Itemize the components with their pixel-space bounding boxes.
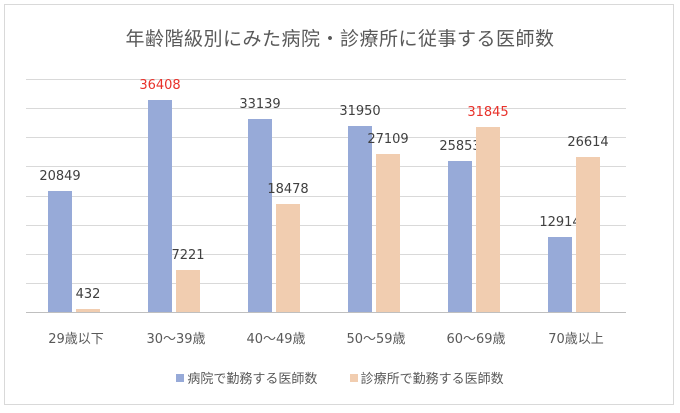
gridline	[26, 137, 626, 139]
bar-hospital	[548, 236, 572, 312]
bar-hospital	[348, 125, 372, 312]
bar-hospital	[448, 161, 472, 312]
gridline	[26, 224, 626, 226]
gridline	[26, 79, 626, 80]
legend-item-clinic: 診療所で勤務する医師数	[349, 368, 504, 387]
category-label: 29歳以下	[48, 332, 104, 347]
category-label: 40〜49歳	[246, 332, 306, 347]
data-label: 25853	[439, 139, 481, 155]
plot-area: 20849 432 36408 7221 33139 18478 31950 27109 258…	[26, 77, 626, 313]
gridline	[26, 312, 626, 313]
category-label: 30〜39歳	[146, 332, 206, 347]
legend-swatch-clinic	[349, 373, 358, 382]
bar-clinic	[276, 204, 300, 312]
data-label: 31845	[467, 104, 509, 120]
data-label: 31950	[339, 103, 381, 119]
chart-frame	[4, 4, 674, 405]
data-label: 36408	[139, 77, 181, 93]
data-label: 26614	[567, 134, 609, 150]
legend-label-hospital: 病院で勤務する医師数	[187, 372, 318, 387]
bar-hospital	[248, 118, 272, 312]
category-label: 70歳以上	[548, 332, 604, 347]
chart-title: 年齢階級別にみた病院・診療所に従事する医師数	[125, 28, 555, 50]
data-label: 432	[75, 287, 101, 303]
gridline	[26, 166, 626, 168]
bar-clinic	[576, 156, 600, 312]
data-label: 12914	[539, 214, 581, 230]
data-label: 33139	[239, 96, 281, 112]
gridline	[26, 282, 626, 284]
gridline	[26, 195, 626, 197]
bar-hospital	[48, 190, 72, 312]
legend: 病院で勤務する医師数 診療所で勤務する医師数	[0, 368, 680, 387]
gridline	[26, 253, 626, 255]
legend-label-clinic: 診療所で勤務する医師数	[360, 372, 504, 387]
data-label: 7221	[171, 247, 205, 263]
data-label: 18478	[267, 182, 309, 198]
category-label: 60〜69歳	[446, 332, 506, 347]
data-label: 20849	[39, 168, 81, 184]
legend-swatch-hospital	[176, 373, 185, 382]
bar-clinic	[76, 309, 100, 312]
bar-hospital	[148, 99, 172, 312]
data-label: 27109	[367, 132, 409, 148]
bar-clinic	[476, 126, 500, 312]
bar-clinic	[176, 269, 200, 312]
gridline	[26, 108, 626, 110]
category-label: 50〜59歳	[346, 332, 406, 347]
legend-item-hospital: 病院で勤務する医師数	[176, 368, 317, 387]
bar-clinic	[376, 154, 400, 312]
